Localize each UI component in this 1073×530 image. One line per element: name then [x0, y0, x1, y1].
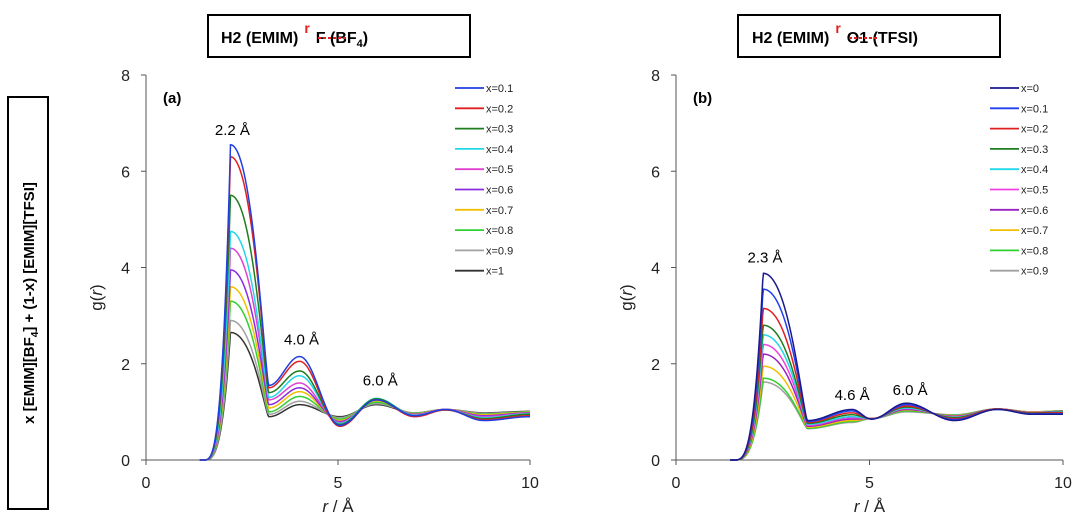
panel-b-series-group [730, 273, 1063, 460]
panel-b-title-left: H2 (EMIM) [752, 30, 829, 47]
panel-a-legend-label: x=0.2 [486, 103, 513, 115]
panel-b-ytick-label: 8 [651, 68, 660, 85]
panel-b-legend-label: x=0.6 [1021, 205, 1048, 217]
panel-b-series-line [730, 345, 1063, 460]
panel-b-legend-label: x=0.4 [1021, 164, 1048, 176]
panel-a-title-left: H2 (EMIM) [221, 30, 298, 47]
panel-a-series-line [200, 332, 530, 460]
panel-b-ylabel: g(r) [617, 284, 636, 310]
panel-a-series-line [200, 231, 530, 460]
panel-a-xlabel: r / Å [322, 497, 354, 516]
panel-a-legend: x=0.1 x=0.2 x=0.3 x=0.4 x=0.5 x=0.6 x=0.7 x=0.8… [455, 83, 513, 278]
panel-b-legend-label: x=0.9 [1021, 266, 1048, 278]
panel-b-legend-label: x=0.5 [1021, 185, 1048, 197]
panel-a-ytick-label: 0 [121, 453, 130, 470]
panel-a-legend-label: x=0.7 [486, 205, 513, 217]
panel-a-series-group [200, 145, 530, 460]
panel-b-ytick-label: 4 [651, 261, 660, 278]
panel-a-legend-label: x=0.3 [486, 124, 513, 136]
panel-a-legend-label: x=0.5 [486, 164, 513, 176]
panel-b-legend-label: x=0.3 [1021, 144, 1048, 156]
panel-a-legend-label: x=0.1 [486, 83, 513, 95]
panel-b-legend-label: x=0.2 [1021, 124, 1048, 136]
panel-a-xtick-label: 5 [334, 475, 343, 492]
panel-b-xtick-label: 10 [1054, 475, 1072, 492]
panel-b-annotation: 2.3 Å [747, 250, 782, 267]
panel-a-title: H2 (EMIM)rF (BF4) [208, 15, 470, 57]
panel-a-plot: 0 2 4 6 8 0 5 10 r / Å g(r) (a) 2.2 Å 4.0 Å 6.0 Å x=0.… [87, 68, 539, 516]
panel-a-xtick-label: 0 [142, 475, 151, 492]
panel-b-title: H2 (EMIM) r O1 (TFSI) [738, 15, 1000, 57]
panel-a-title-right: F (BF [316, 30, 357, 47]
panel-a-xtick-label: 10 [521, 475, 539, 492]
panel-a-title-bond: r [304, 20, 310, 36]
panel-a-ytick-label: 2 [121, 357, 130, 374]
panel-a-legend-label: x=0.4 [486, 144, 513, 156]
panel-b-ytick-label: 6 [651, 164, 660, 181]
panel-a-series-line [200, 270, 530, 460]
panel-a-annotation: 2.2 Å [215, 122, 250, 139]
panel-b-ytick-label: 0 [651, 453, 660, 470]
panel-a-legend-label: x=1 [486, 266, 504, 278]
panel-b-tag: (b) [693, 90, 712, 107]
panel-a-ytick-label: 6 [121, 164, 130, 181]
panel-b-xtick-label: 0 [672, 475, 681, 492]
panel-b-legend-label: x=0.7 [1021, 225, 1048, 237]
panel-b-ytick-label: 2 [651, 357, 660, 374]
panel-a-title-close: ) [363, 30, 368, 47]
panel-b-annotation: 4.6 Å [835, 387, 870, 404]
panel-b-legend: x=0 x=0.1 x=0.2 x=0.3 x=0.4 x=0.5 x=0.6 x=0.7 x=… [990, 83, 1048, 278]
panel-a-ytick-label: 8 [121, 68, 130, 85]
panel-b-legend-label: x=0.1 [1021, 103, 1048, 115]
panel-a-legend-label: x=0.6 [486, 185, 513, 197]
panel-b-title-right: O1 (TFSI) [847, 30, 918, 47]
side-label: x [EMIM][BF4] + (1-x) [EMIM][TFSI] [8, 97, 48, 509]
panel-a-legend-label: x=0.9 [486, 245, 513, 257]
panel-a-ylabel: g(r) [87, 284, 106, 310]
panel-b-legend-label: x=0 [1021, 83, 1039, 95]
panel-a-annotation: 6.0 Å [363, 372, 398, 389]
panel-b-title-bond: r [835, 20, 841, 36]
panel-b-xlabel: r / Å [854, 497, 886, 516]
panel-a-ytick-label: 4 [121, 261, 130, 278]
panel-a-annotation: 4.0 Å [284, 332, 319, 349]
panel-b-series-line [730, 273, 1063, 460]
panel-b-legend-label: x=0.8 [1021, 245, 1048, 257]
panel-a-legend-label: x=0.8 [486, 225, 513, 237]
panel-a-tag: (a) [163, 90, 181, 107]
panel-b-annotation: 6.0 Å [893, 382, 928, 399]
panel-a-series-line [200, 320, 530, 460]
panel-b-xtick-label: 5 [865, 475, 874, 492]
